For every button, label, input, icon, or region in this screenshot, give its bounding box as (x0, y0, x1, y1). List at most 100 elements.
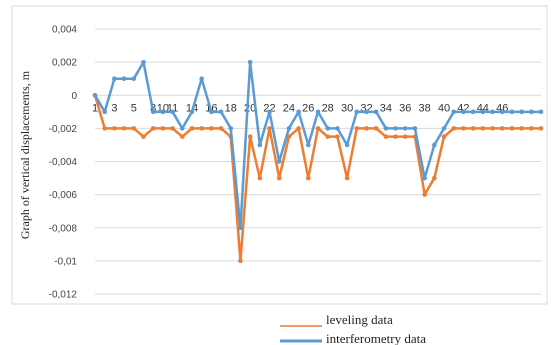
x-tick-label: 1 (92, 102, 98, 114)
point-interferometry (393, 126, 398, 131)
x-tick-label: 36 (399, 102, 411, 114)
point-interferometry (92, 92, 98, 98)
point-leveling (170, 126, 175, 131)
point-leveling (335, 134, 340, 139)
x-tick-label: 24 (283, 102, 295, 114)
point-interferometry (247, 59, 253, 65)
point-leveling (490, 126, 495, 131)
x-tick-label: 11 (167, 102, 178, 114)
x-tick-label: 38 (419, 102, 431, 114)
point-interferometry (373, 109, 379, 115)
point-interferometry (422, 175, 427, 181)
point-leveling (102, 126, 107, 131)
point-leveling (179, 134, 185, 139)
point-interferometry (170, 109, 175, 115)
x-tick-label: 5 (131, 102, 137, 114)
point-leveling (112, 126, 117, 131)
point-leveling (509, 126, 515, 131)
point-leveling (364, 126, 369, 131)
point-interferometry (499, 109, 505, 115)
y-tick-label: -0,008 (49, 223, 78, 234)
y-tick-label: 0,002 (52, 58, 77, 69)
x-tick-label: 40 (438, 102, 450, 114)
point-leveling (121, 126, 127, 131)
x-tick-label: 18 (225, 102, 237, 114)
x-tick-label: 3 (111, 102, 117, 114)
gridlines (95, 28, 541, 295)
point-leveling (315, 126, 321, 131)
point-leveling (393, 134, 398, 139)
point-interferometry (150, 109, 156, 115)
point-interferometry (364, 109, 369, 115)
point-interferometry (441, 126, 447, 131)
point-interferometry (432, 142, 437, 148)
point-interferometry (131, 76, 137, 81)
point-leveling (344, 175, 350, 181)
y-tick-label: -0,002 (49, 124, 78, 135)
y-axis-label: Graph of vertical displacements, m (18, 70, 32, 239)
plot-frame (11, 5, 548, 305)
point-interferometry (383, 126, 389, 131)
y-tick-label: -0,012 (49, 290, 78, 301)
point-interferometry (344, 142, 350, 148)
point-interferometry (470, 109, 476, 115)
point-interferometry (276, 159, 282, 164)
point-leveling (131, 126, 137, 131)
point-leveling (422, 192, 427, 197)
point-interferometry (402, 126, 408, 131)
series-line-interferometry (93, 60, 541, 229)
y-tick-label: -0,01 (54, 256, 77, 267)
y-tick-label: 0 (71, 91, 77, 102)
point-interferometry (286, 126, 292, 131)
legend-label-interferometry: interferometry data (326, 331, 426, 345)
point-leveling (209, 126, 214, 131)
point-interferometry (179, 126, 185, 131)
point-interferometry (538, 109, 544, 115)
point-leveling (160, 126, 166, 131)
point-interferometry (461, 109, 466, 115)
x-tick-label: 26 (302, 102, 314, 114)
point-leveling (276, 175, 282, 181)
y-tick-label: 0,004 (52, 25, 77, 36)
series-lines (92, 59, 544, 264)
point-interferometry (121, 76, 127, 81)
point-interferometry (112, 76, 117, 81)
point-leveling (373, 126, 379, 131)
legend-label-leveling: leveling data (326, 312, 393, 327)
point-interferometry (509, 109, 515, 115)
legend: leveling data interferometry data (280, 312, 426, 345)
point-interferometry (296, 109, 301, 115)
point-interferometry (189, 109, 195, 115)
point-leveling (529, 126, 534, 131)
point-interferometry (267, 109, 272, 115)
y-tick-label: -0,006 (49, 190, 78, 201)
point-leveling (354, 126, 360, 131)
point-leveling (451, 126, 457, 131)
point-interferometry (451, 109, 457, 115)
point-interferometry (160, 109, 166, 115)
point-interferometry (412, 126, 418, 131)
point-leveling (257, 175, 263, 181)
x-tick-label: 28 (322, 102, 334, 114)
point-leveling (480, 126, 486, 131)
point-leveling (325, 134, 330, 139)
x-tick-label: 22 (263, 102, 275, 114)
series-line-leveling (93, 94, 541, 263)
point-interferometry (529, 109, 534, 115)
point-leveling (432, 175, 437, 181)
point-interferometry (209, 109, 214, 115)
y-axis-ticks: 0,004 0,002 0 -0,002 -0,004 -0,006 -0,008 -0,01… (49, 25, 78, 301)
y-tick-label: -0,004 (49, 157, 78, 168)
point-leveling (218, 126, 224, 131)
point-interferometry (335, 126, 340, 131)
point-leveling (267, 126, 272, 131)
point-leveling (199, 126, 204, 131)
point-interferometry (490, 109, 495, 115)
point-leveling (499, 126, 505, 131)
x-tick-label: 34 (380, 102, 392, 114)
point-leveling (441, 134, 447, 139)
point-interferometry (141, 59, 146, 65)
point-leveling (383, 134, 389, 139)
